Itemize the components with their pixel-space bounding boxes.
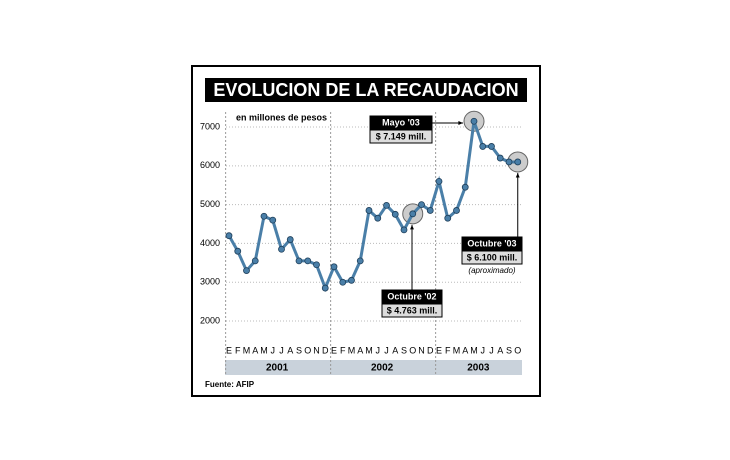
point <box>356 257 364 265</box>
point <box>234 247 242 255</box>
x-tick-label: M <box>453 345 461 355</box>
x-tick-label: A <box>287 345 293 355</box>
x-tick-label: M <box>243 345 251 355</box>
x-tick-label: F <box>235 345 241 355</box>
y-tick-label: 5000 <box>200 199 220 209</box>
point <box>488 143 495 150</box>
point <box>243 267 250 274</box>
y-tick-label: 6000 <box>200 160 220 170</box>
point <box>444 214 452 222</box>
annotation-value-box <box>381 303 443 318</box>
series-line <box>227 120 518 293</box>
x-tick-label: J <box>384 345 389 355</box>
point <box>514 158 522 166</box>
x-tick-label: D <box>427 345 434 355</box>
x-tick-label: F <box>445 345 451 355</box>
y-tick-label: 2000 <box>200 315 220 325</box>
y-tick-label: 4000 <box>200 238 220 248</box>
x-tick-label: M <box>365 345 373 355</box>
annotation-title: Octubre '03 <box>467 238 516 248</box>
point <box>225 232 233 240</box>
point <box>470 117 478 125</box>
year-label: 2003 <box>467 363 490 374</box>
annotation-value: $ 7.149 mill. <box>376 131 427 141</box>
source: Fuente: AFIP <box>205 380 255 389</box>
point <box>418 201 425 209</box>
x-tick-label: N <box>418 345 425 355</box>
point <box>278 245 285 253</box>
x-tick-label: J <box>279 345 284 355</box>
arrow-head <box>515 172 520 178</box>
annotation-value: $ 4.763 mill. <box>387 305 438 315</box>
point <box>391 210 399 218</box>
subtitle: en millones de pesos <box>236 112 327 122</box>
point <box>269 216 277 224</box>
annotation-value-box <box>369 129 433 144</box>
x-tick-label: O <box>514 345 521 355</box>
point <box>461 183 469 191</box>
x-tick-label: N <box>313 345 320 355</box>
annotation-title: Mayo '03 <box>382 117 420 127</box>
point <box>304 257 312 265</box>
point <box>330 263 338 271</box>
x-tick-label: S <box>296 345 302 355</box>
annotation-note: (aproximado) <box>468 266 515 275</box>
point <box>286 236 294 243</box>
point <box>400 226 408 234</box>
annotation-value: $ 6.100 mill. <box>467 252 518 262</box>
point <box>251 257 259 265</box>
x-tick-label: M <box>260 345 268 355</box>
x-tick-label: E <box>331 345 337 355</box>
point <box>383 202 390 209</box>
x-tick-label: M <box>348 345 356 355</box>
arrow-head <box>458 121 463 125</box>
year-label: 2001 <box>266 363 289 374</box>
point <box>479 143 487 150</box>
x-tick-label: J <box>376 345 381 355</box>
x-tick-label: E <box>436 345 442 355</box>
point <box>295 257 303 265</box>
x-tick-label: D <box>322 345 329 355</box>
chart-title: EVOLUCION DE LA RECAUDACION <box>213 80 518 100</box>
point <box>435 177 443 185</box>
arrow-head <box>410 224 414 230</box>
x-tick-label: E <box>226 345 232 355</box>
year-bar <box>225 360 522 375</box>
annotation-title-box <box>461 236 523 251</box>
y-tick-label: 3000 <box>200 277 220 287</box>
x-tick-label: O <box>409 345 416 355</box>
point <box>409 210 417 218</box>
point <box>426 207 434 214</box>
x-tick-label: S <box>401 345 407 355</box>
x-tick-label: F <box>340 345 346 355</box>
x-tick-label: A <box>357 345 363 355</box>
x-tick-label: A <box>462 345 468 355</box>
point <box>348 276 355 284</box>
year-label: 2002 <box>371 363 394 374</box>
x-tick-label: J <box>271 345 276 355</box>
x-tick-label: J <box>489 345 494 355</box>
point <box>365 207 373 214</box>
point <box>453 207 460 214</box>
point <box>313 261 320 269</box>
title-bar <box>205 78 527 102</box>
x-tick-label: A <box>392 345 398 355</box>
point <box>496 154 504 162</box>
point <box>505 158 513 166</box>
point <box>321 284 329 292</box>
x-tick-label: M <box>470 345 478 355</box>
annotation-value-box <box>461 250 523 265</box>
point <box>260 212 268 220</box>
point <box>339 278 347 286</box>
y-tick-label: 7000 <box>200 121 220 131</box>
annotation-title: Octubre '02 <box>387 291 436 301</box>
x-tick-label: A <box>497 345 503 355</box>
point <box>374 214 382 222</box>
x-tick-label: A <box>252 345 258 355</box>
x-tick-label: S <box>506 345 512 355</box>
x-tick-label: O <box>304 345 311 355</box>
x-tick-label: J <box>481 345 486 355</box>
